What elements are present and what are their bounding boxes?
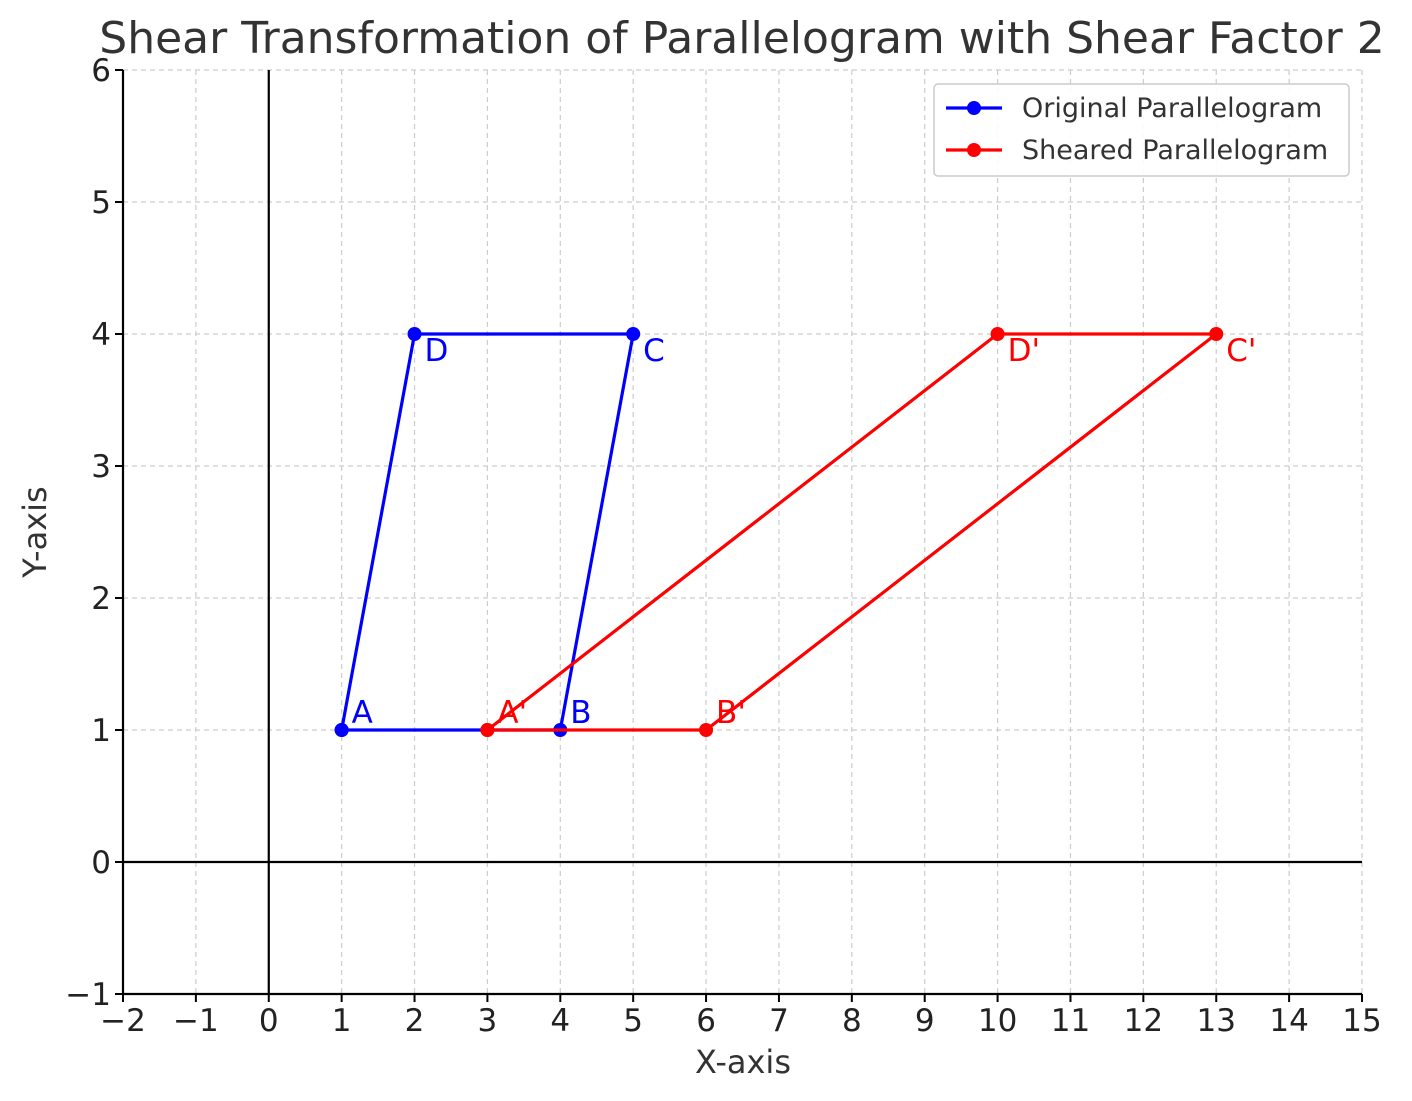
- legend-marker: [967, 143, 981, 157]
- x-tick-label: 4: [550, 1003, 570, 1039]
- data-point: [334, 723, 349, 737]
- x-tick-label: 8: [842, 1003, 862, 1039]
- series-layer: A B C D A' B' C' D': [334, 327, 1256, 737]
- y-axis-label: Y-axis: [16, 486, 54, 578]
- x-tick-label: 3: [478, 1003, 498, 1039]
- data-point: [626, 327, 641, 341]
- x-tick-label: 1: [332, 1003, 352, 1039]
- legend-item: Original Parallelogram: [946, 93, 1322, 124]
- x-tick-label: 12: [1124, 1003, 1163, 1039]
- plot-frame: [121, 70, 1362, 996]
- data-point: [990, 327, 1005, 341]
- data-point: [407, 327, 422, 341]
- x-tick-label: 9: [915, 1003, 935, 1039]
- x-tick-label: −2: [100, 1003, 146, 1039]
- data-point: [480, 723, 495, 737]
- series-2: A' B' C' D': [480, 327, 1256, 737]
- data-point: [699, 723, 714, 737]
- point-label: A': [497, 695, 527, 731]
- point-label: A: [352, 695, 373, 731]
- x-tick-label: 2: [405, 1003, 425, 1039]
- legend-label: Original Parallelogram: [1022, 93, 1322, 124]
- legend-box: [933, 83, 1350, 177]
- x-tick-label: 14: [1269, 1003, 1308, 1039]
- x-tick-label: 13: [1197, 1003, 1236, 1039]
- legend-marker: [967, 101, 981, 115]
- y-tick-label: 4: [91, 317, 111, 353]
- point-label: B: [570, 695, 591, 731]
- x-tick-label: 15: [1342, 1003, 1381, 1039]
- point-label: D': [1008, 333, 1040, 369]
- x-tick-label: 10: [978, 1003, 1017, 1039]
- legend: Original Parallelogram Sheared Parallelog…: [933, 83, 1350, 177]
- y-tick-label: 3: [91, 449, 111, 485]
- x-tick-label: −1: [173, 1003, 219, 1039]
- point-label: C: [643, 333, 665, 369]
- chart-title: Shear Transformation of Parallelogram wi…: [99, 13, 1384, 64]
- y-tick-label: −1: [65, 977, 111, 1013]
- x-axis-label: X-axis: [695, 1043, 791, 1081]
- point-label: C': [1226, 333, 1256, 369]
- point-label: D: [425, 333, 449, 369]
- legend-item: Sheared Parallelogram: [946, 135, 1328, 166]
- grid: [122, 69, 1363, 995]
- y-tick-label: 6: [91, 53, 111, 89]
- y-tick-label: 2: [91, 581, 111, 617]
- x-tick-label: 11: [1051, 1003, 1090, 1039]
- x-tick-label: 0: [259, 1003, 279, 1039]
- y-tick-label: 1: [91, 713, 111, 749]
- data-point: [1209, 327, 1224, 341]
- y-tick-label: 0: [91, 845, 111, 881]
- legend-label: Sheared Parallelogram: [1022, 135, 1328, 166]
- y-tick-label: 5: [91, 185, 111, 221]
- series-1: A B C D: [334, 327, 665, 737]
- zero-axes: [123, 70, 1362, 994]
- x-tick-label: 5: [623, 1003, 643, 1039]
- point-label: B': [716, 695, 746, 731]
- x-tick-label: 7: [769, 1003, 789, 1039]
- x-tick-label: 6: [696, 1003, 716, 1039]
